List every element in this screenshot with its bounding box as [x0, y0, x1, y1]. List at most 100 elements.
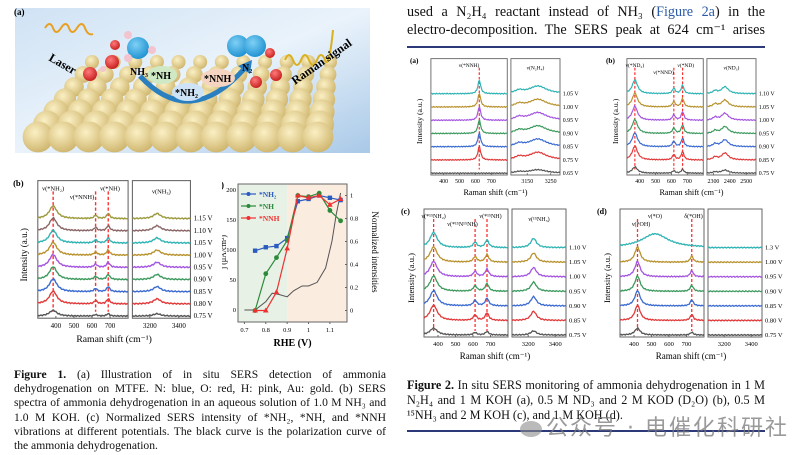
tick-label: 3200 — [522, 341, 535, 348]
spectrum-trace-right — [131, 273, 191, 281]
spectrum-trace-right — [510, 168, 561, 174]
x-axis-label: Raman shift (cm⁻¹) — [656, 351, 726, 361]
potential-label: 1.10 V — [759, 92, 776, 98]
spectrum-trace-left — [430, 92, 508, 109]
spectrum-trace-left — [626, 132, 704, 148]
tick-label: 600 — [667, 179, 676, 185]
body-line-2: electro-decomposition. The SERS peak at … — [407, 22, 765, 38]
potential-label: 0.95 V — [569, 288, 587, 295]
spectrum-trace-left — [619, 245, 705, 264]
tick-label: 600 — [471, 179, 480, 185]
tick-label: 700 — [487, 179, 496, 185]
data-point — [316, 192, 323, 198]
spectrum-trace-right — [131, 312, 191, 318]
data-point — [274, 243, 279, 249]
figure1-caption-text: (a) Illustration of in situ SERS detecti… — [14, 368, 386, 453]
gold-atom — [226, 121, 258, 153]
tick-label: 500 — [69, 322, 80, 330]
shade-right — [287, 184, 347, 322]
spectrum-trace-left — [37, 289, 129, 306]
gold-atom — [85, 55, 99, 69]
spectrum-trace-left — [37, 253, 129, 269]
spectrum-trace-right — [132, 261, 191, 269]
peak-label-right: ν(NH₃) — [152, 189, 171, 196]
potential-label: 1.15 V — [194, 215, 213, 223]
legend-label: *NH₂ — [259, 190, 277, 199]
peak-label-right: ν(ND₃) — [724, 65, 740, 72]
potential-label: 0.90 V — [194, 276, 213, 284]
x-tick-label: 0.7 — [240, 327, 249, 334]
spectrum-trace-left — [37, 204, 129, 220]
spectrum-trace-left — [626, 92, 704, 109]
plot-frame-right — [511, 208, 567, 338]
spectrum-trace-left — [37, 216, 129, 233]
peak-label-right: ν(N₂H₄) — [527, 65, 545, 72]
panel-tag: (a) — [410, 57, 419, 65]
x-axis-label: Raman shift (cm⁻¹) — [463, 188, 527, 197]
tick-label: 500 — [451, 341, 461, 348]
peak-label: ν(*¹⁵NH) — [479, 213, 501, 220]
text-segment: used a N₂H₄ reactant instead of NH₃ ( — [407, 4, 657, 20]
wechat-icon — [520, 421, 542, 437]
gold-atom — [48, 121, 79, 153]
body-line-1: used a N₂H₄ reactant instead of NH₃ (Fig… — [407, 3, 765, 21]
figure2-panel-a-spectra: (a) 1.05 V 1.00 V 0.95 V 0.90 V 0.85 V 0.75 V 0… — [410, 57, 580, 197]
potential-label: 0.90 V — [563, 131, 580, 137]
peak-label: ν(*¹⁵N¹⁵NH) — [447, 221, 478, 228]
data-point — [327, 195, 333, 200]
spectrum-trace-right — [511, 280, 567, 293]
figure1-panel-a-illustration: (a) Laser Raman signal NH₃ *NH *NH₂ *NNH… — [14, 7, 370, 153]
potential-label: 1.3 V — [765, 245, 780, 252]
gold-atom — [277, 121, 308, 153]
molecules — [83, 31, 282, 88]
spectrum-trace-left — [423, 275, 509, 293]
spectrum-trace-left — [37, 229, 129, 245]
plot-frame-right — [510, 58, 561, 176]
spectrum-trace-left — [430, 117, 508, 135]
spectrum-trace-left — [423, 245, 509, 264]
spectrum-trace-right — [132, 285, 191, 293]
left-tick-label: 50 — [230, 277, 237, 284]
plot-frame-right — [707, 208, 763, 338]
spectrum-trace-right — [511, 266, 567, 278]
right-tick-label: 0.8 — [350, 216, 358, 223]
legend-marker — [246, 216, 251, 220]
tick-label: 400 — [635, 179, 644, 185]
spectrum-trace-right — [510, 111, 561, 120]
gold-atom — [302, 121, 334, 153]
spectrum-trace-right — [132, 212, 191, 220]
panel-tag: (a) — [14, 7, 25, 17]
left-tick-label: 200 — [226, 187, 236, 194]
data-point — [252, 248, 258, 253]
watermark-text: 公众号 · 电催化科研社 — [546, 416, 789, 441]
data-point — [284, 245, 290, 251]
x-axis-label: Raman shift (cm⁻¹) — [460, 351, 530, 361]
potential-label: 1.00 V — [569, 274, 587, 281]
spectrum-trace-left — [423, 303, 509, 322]
potential-label: 1.00 V — [759, 118, 776, 124]
tick-label: 3400 — [745, 341, 758, 348]
spectrum-trace-right — [706, 139, 757, 148]
peak-label: ν(*OH) — [632, 221, 650, 228]
y-axis-label: Intensity (a.u.) — [602, 253, 612, 303]
tick-label: 400 — [629, 341, 639, 348]
tick-label: 700 — [682, 341, 692, 348]
gold-atom — [214, 55, 229, 69]
spectrum-trace-right — [706, 168, 757, 175]
y-axis-label: Intensity (a.u.) — [415, 98, 424, 144]
data-point — [262, 307, 269, 313]
peak-label-right: ν(¹⁵NH₃) — [528, 216, 549, 223]
y-axis-label-left: j (μA/cm²) — [222, 235, 228, 270]
tick-label: 500 — [455, 179, 464, 185]
potential-label: 0.80 V — [194, 300, 213, 308]
panel-tag: (c) — [401, 207, 410, 216]
peak-label: ν(*ND₂) — [626, 62, 645, 69]
figure-2a-link[interactable]: Figure 2a — [656, 4, 715, 20]
potential-label: 1.05 V — [759, 105, 776, 111]
spectrum-trace-right — [510, 98, 561, 107]
spectrum-trace-left — [626, 145, 704, 162]
gold-atom — [73, 121, 105, 153]
x-tick-label: 0.8 — [262, 327, 270, 334]
plot-frame-left — [626, 58, 704, 176]
gold-atom — [149, 55, 164, 69]
